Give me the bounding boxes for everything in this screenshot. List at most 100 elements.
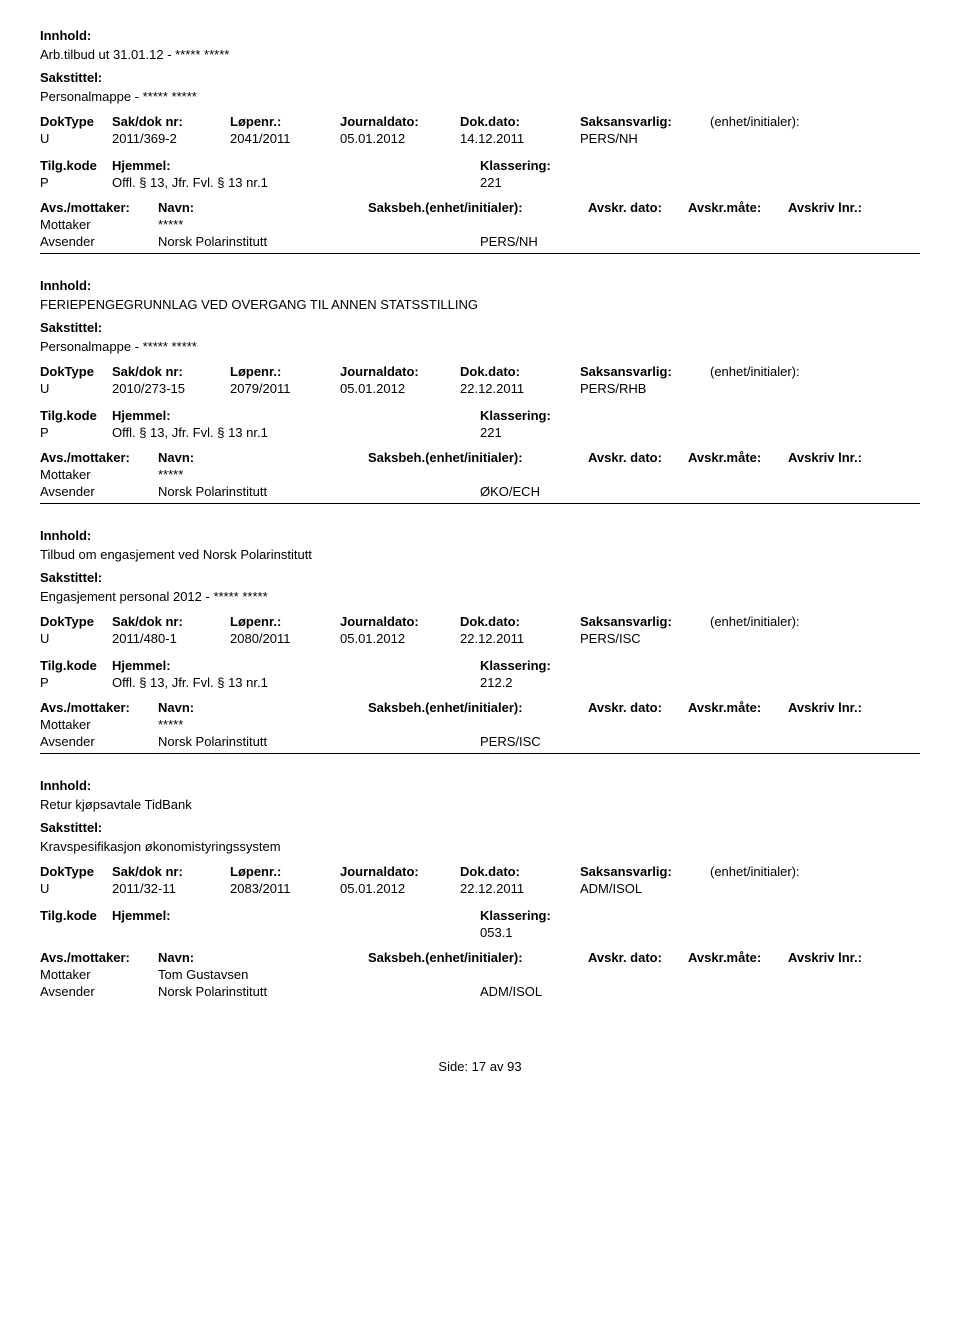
avsmottaker-header: Avs./mottaker: [40, 200, 158, 215]
saksbeh-value: ØKO/ECH [480, 484, 700, 499]
saksbeh-value: PERS/NH [480, 234, 700, 249]
avsmottaker-header: Avs./mottaker: [40, 950, 158, 965]
sakstittel-label: Sakstittel: [40, 70, 920, 85]
lopenr-header: Løpenr.: [230, 364, 340, 379]
journaldato-value: 05.01.2012 [340, 881, 460, 896]
enhet-value [710, 131, 920, 146]
saksbeh-header: Saksbeh.(enhet/initialer): [368, 450, 588, 465]
journaldato-value: 05.01.2012 [340, 131, 460, 146]
sakstittel-text: Personalmappe - ***** ***** [40, 89, 920, 104]
sakdoknr-header: Sak/dok nr: [112, 114, 230, 129]
saksansvarlig-value: ADM/ISOL [580, 881, 710, 896]
klassering-value: 221 [480, 175, 920, 190]
avskrmate-header: Avskr.måte: [688, 950, 788, 965]
enhet-value [710, 381, 920, 396]
saksansvarlig-value: PERS/RHB [580, 381, 710, 396]
innhold-text: Arb.tilbud ut 31.01.12 - ***** ***** [40, 47, 920, 62]
sakdoknr-value: 2011/369-2 [112, 131, 230, 146]
innhold-text: FERIEPENGEGRUNNLAG VED OVERGANG TIL ANNE… [40, 297, 920, 312]
doktype-header: DokType [40, 364, 112, 379]
mottaker-navn: ***** [158, 217, 368, 232]
dokdato-header: Dok.dato: [460, 614, 580, 629]
dokdato-header: Dok.dato: [460, 864, 580, 879]
saksbeh-header: Saksbeh.(enhet/initialer): [368, 700, 588, 715]
avskrdato-header: Avskr. dato: [588, 950, 688, 965]
innhold-label: Innhold: [40, 28, 920, 43]
mottaker-navn: ***** [158, 467, 368, 482]
tilgkode-header: Tilg.kode [40, 408, 112, 423]
sakstittel-text: Kravspesifikasjon økonomistyringssystem [40, 839, 920, 854]
sakdoknr-header: Sak/dok nr: [112, 364, 230, 379]
total-pages: 93 [507, 1059, 521, 1074]
record-divider [40, 503, 920, 504]
doktype-value: U [40, 631, 112, 646]
klassering-header: Klassering: [480, 908, 920, 923]
doktype-value: U [40, 381, 112, 396]
saksbeh-header: Saksbeh.(enhet/initialer): [368, 950, 588, 965]
mottaker-navn: ***** [158, 717, 368, 732]
tilgkode-value: P [40, 675, 112, 690]
avskrdato-header: Avskr. dato: [588, 450, 688, 465]
enhet-header: (enhet/initialer): [710, 114, 920, 129]
dokdato-value: 14.12.2011 [460, 131, 580, 146]
saksbeh-value: PERS/ISC [480, 734, 700, 749]
journaldato-value: 05.01.2012 [340, 631, 460, 646]
journaldato-header: Journaldato: [340, 114, 460, 129]
journaldato-header: Journaldato: [340, 364, 460, 379]
tilgkode-header: Tilg.kode [40, 158, 112, 173]
avsender-label: Avsender [40, 984, 158, 999]
tilgkode-value: P [40, 425, 112, 440]
sakstittel-text: Engasjement personal 2012 - ***** ***** [40, 589, 920, 604]
enhet-value [710, 631, 920, 646]
sakdoknr-value: 2010/273-15 [112, 381, 230, 396]
sakstittel-label: Sakstittel: [40, 320, 920, 335]
hjemmel-value [112, 925, 480, 940]
navn-header: Navn: [158, 200, 368, 215]
doktype-header: DokType [40, 864, 112, 879]
avsender-label: Avsender [40, 484, 158, 499]
klassering-header: Klassering: [480, 408, 920, 423]
doktype-value: U [40, 131, 112, 146]
avsmottaker-header: Avs./mottaker: [40, 700, 158, 715]
lopenr-value: 2080/2011 [230, 631, 340, 646]
journaldato-value: 05.01.2012 [340, 381, 460, 396]
avskrmate-header: Avskr.måte: [688, 450, 788, 465]
mottaker-label: Mottaker [40, 967, 158, 982]
saksbeh-value: ADM/ISOL [480, 984, 700, 999]
hjemmel-value: Offl. § 13, Jfr. Fvl. § 13 nr.1 [112, 175, 480, 190]
dokdato-value: 22.12.2011 [460, 631, 580, 646]
journaldato-header: Journaldato: [340, 614, 460, 629]
innhold-label: Innhold: [40, 278, 920, 293]
doktype-header: DokType [40, 614, 112, 629]
hjemmel-header: Hjemmel: [112, 658, 480, 673]
tilgkode-value [40, 925, 112, 940]
klassering-header: Klassering: [480, 658, 920, 673]
dokdato-value: 22.12.2011 [460, 881, 580, 896]
avsender-navn: Norsk Polarinstitutt [158, 984, 480, 999]
saksansvarlig-value: PERS/ISC [580, 631, 710, 646]
navn-header: Navn: [158, 700, 368, 715]
enhet-value [710, 881, 920, 896]
page-footer: Side: 17 av 93 [40, 1059, 920, 1074]
saksansvarlig-header: Saksansvarlig: [580, 364, 710, 379]
saksansvarlig-header: Saksansvarlig: [580, 114, 710, 129]
sakstittel-text: Personalmappe - ***** ***** [40, 339, 920, 354]
dokdato-header: Dok.dato: [460, 364, 580, 379]
klassering-value: 053.1 [480, 925, 920, 940]
avsender-navn: Norsk Polarinstitutt [158, 734, 480, 749]
dokdato-value: 22.12.2011 [460, 381, 580, 396]
saksansvarlig-header: Saksansvarlig: [580, 864, 710, 879]
tilgkode-header: Tilg.kode [40, 908, 112, 923]
avskrmate-header: Avskr.måte: [688, 700, 788, 715]
sakdoknr-value: 2011/32-11 [112, 881, 230, 896]
avskrivlnr-header: Avskriv lnr.: [788, 450, 920, 465]
hjemmel-value: Offl. § 13, Jfr. Fvl. § 13 nr.1 [112, 675, 480, 690]
av-label: av [490, 1059, 504, 1074]
sakdoknr-value: 2011/480-1 [112, 631, 230, 646]
saksbeh-header: Saksbeh.(enhet/initialer): [368, 200, 588, 215]
sakdoknr-header: Sak/dok nr: [112, 614, 230, 629]
avskrmate-header: Avskr.måte: [688, 200, 788, 215]
lopenr-header: Løpenr.: [230, 614, 340, 629]
avskrivlnr-header: Avskriv lnr.: [788, 950, 920, 965]
hjemmel-value: Offl. § 13, Jfr. Fvl. § 13 nr.1 [112, 425, 480, 440]
